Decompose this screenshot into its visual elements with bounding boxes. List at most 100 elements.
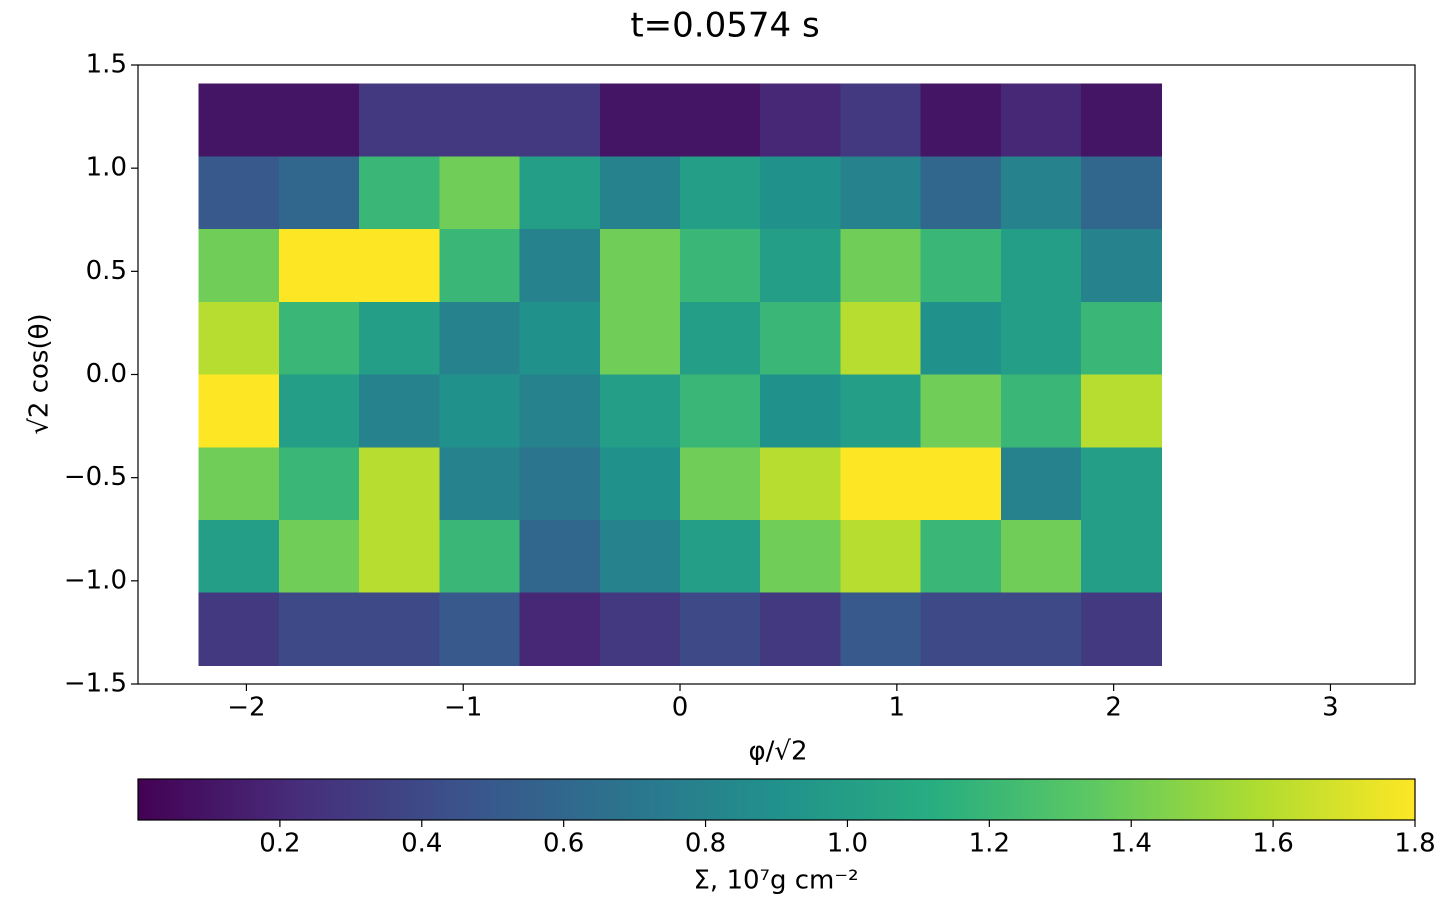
heatmap-cell (1000, 301, 1082, 376)
heatmap-cell (920, 83, 1002, 157)
heatmap-cell (278, 374, 360, 448)
heatmap-cell (198, 374, 280, 448)
heatmap-cell (278, 228, 360, 303)
heatmap-cell (920, 592, 1002, 667)
x-tick-label: 0 (672, 693, 689, 723)
heatmap-cell (920, 228, 1002, 303)
colorbar-tick-label: 1.8 (1394, 829, 1435, 859)
heatmap-cell (680, 301, 761, 376)
colorbar-tick-label: 1.4 (1111, 829, 1152, 859)
heatmap-cell (519, 374, 601, 448)
heatmap-cell (680, 156, 761, 230)
heatmap-cell (1000, 228, 1082, 303)
heatmap-cell (599, 374, 681, 448)
heatmap-cell (840, 592, 922, 667)
y-tick-label: 1.5 (86, 50, 127, 80)
heatmap-cell (198, 519, 280, 594)
x-tick-label: −1 (444, 693, 482, 723)
heatmap-cell (840, 374, 922, 448)
colorbar (137, 778, 1416, 821)
heatmap-cell (760, 374, 842, 448)
heatmap-cell (760, 156, 842, 230)
x-axis-label: φ/√2 (748, 737, 807, 767)
heatmap-cell (439, 592, 521, 667)
heatmap-cell (439, 301, 521, 376)
y-tick-label: 1.0 (86, 153, 127, 183)
colorbar-tick-label: 1.0 (827, 829, 868, 859)
chart-title: t=0.0574 s (630, 6, 819, 46)
heatmap-cell (1081, 156, 1162, 230)
y-tick-label: 0.0 (86, 359, 127, 389)
heatmap-cell (278, 301, 360, 376)
y-tick-label: 0.5 (86, 256, 127, 286)
heatmap-cell (599, 156, 681, 230)
y-tick-label: −1.5 (64, 669, 127, 699)
x-tick-label: −2 (227, 693, 265, 723)
heatmap-cell (680, 447, 761, 521)
heatmap-cell (1000, 519, 1082, 594)
y-tick-label: −1.0 (64, 565, 127, 595)
heatmap-cell (1081, 228, 1162, 303)
heatmap-cell (198, 592, 280, 667)
colorbar-label: Σ, 10⁷g cm⁻² (693, 866, 858, 896)
heatmap-cell (920, 301, 1002, 376)
heatmap-cell (1000, 447, 1082, 521)
heatmap-cell (278, 519, 360, 594)
colorbar-tick-label: 1.2 (969, 829, 1010, 859)
heatmap-cell (1081, 519, 1162, 594)
heatmap-cell (1000, 83, 1082, 157)
heatmap-cell (198, 228, 280, 303)
heatmap-cell (760, 592, 842, 667)
heatmap-cell (359, 156, 440, 230)
heatmap-cell (840, 301, 922, 376)
heatmap-cell (920, 447, 1002, 521)
heatmap-cell (519, 519, 601, 594)
heatmap-cell (519, 228, 601, 303)
heatmap-cell (1081, 83, 1162, 157)
colorbar-tick-label: 0.6 (543, 829, 584, 859)
heatmap-cell (599, 83, 681, 157)
heatmap-cell (920, 156, 1002, 230)
heatmap-cell (680, 228, 761, 303)
x-tick-label: 3 (1322, 693, 1339, 723)
heatmap-cell (278, 592, 360, 667)
heatmap-cell (599, 592, 681, 667)
colorbar-tick-label: 0.8 (685, 829, 726, 859)
heatmap-cell (760, 519, 842, 594)
heatmap-cell (599, 228, 681, 303)
heatmap-cell (760, 301, 842, 376)
heatmap-cell (359, 301, 440, 376)
heatmap-cell (439, 228, 521, 303)
heatmap-cell (680, 519, 761, 594)
heatmap-cell (599, 447, 681, 521)
heatmap-cell (519, 301, 601, 376)
heatmap-cell (1081, 301, 1162, 376)
heatmap-cell (680, 592, 761, 667)
colorbar-tick-label: 0.4 (401, 829, 442, 859)
y-axis-label: √2 cos(θ) (25, 313, 55, 434)
heatmap-cell (439, 83, 521, 157)
colorbar-tick-label: 1.6 (1252, 829, 1293, 859)
heatmap-cell (840, 156, 922, 230)
heatmap-cell (1000, 156, 1082, 230)
heatmap-cell (198, 83, 280, 157)
y-tick-label: −0.5 (64, 462, 127, 492)
heatmap-cell (760, 228, 842, 303)
heatmap-cell (278, 156, 360, 230)
heatmap-cell (359, 519, 440, 594)
heatmap-cell (840, 228, 922, 303)
heatmap-cell (439, 519, 521, 594)
heatmap-cell (1000, 592, 1082, 667)
heatmap-cell (359, 374, 440, 448)
heatmap-cell (359, 228, 440, 303)
heatmap-cell (439, 156, 521, 230)
heatmap-cell (1081, 447, 1162, 521)
heatmap-cell (359, 592, 440, 667)
heatmap-cell (760, 83, 842, 157)
heatmap-cell (1081, 374, 1162, 448)
heatmap-cell (519, 592, 601, 667)
heatmap-cell (599, 519, 681, 594)
heatmap-cell (198, 156, 280, 230)
heatmap-cell (519, 83, 601, 157)
